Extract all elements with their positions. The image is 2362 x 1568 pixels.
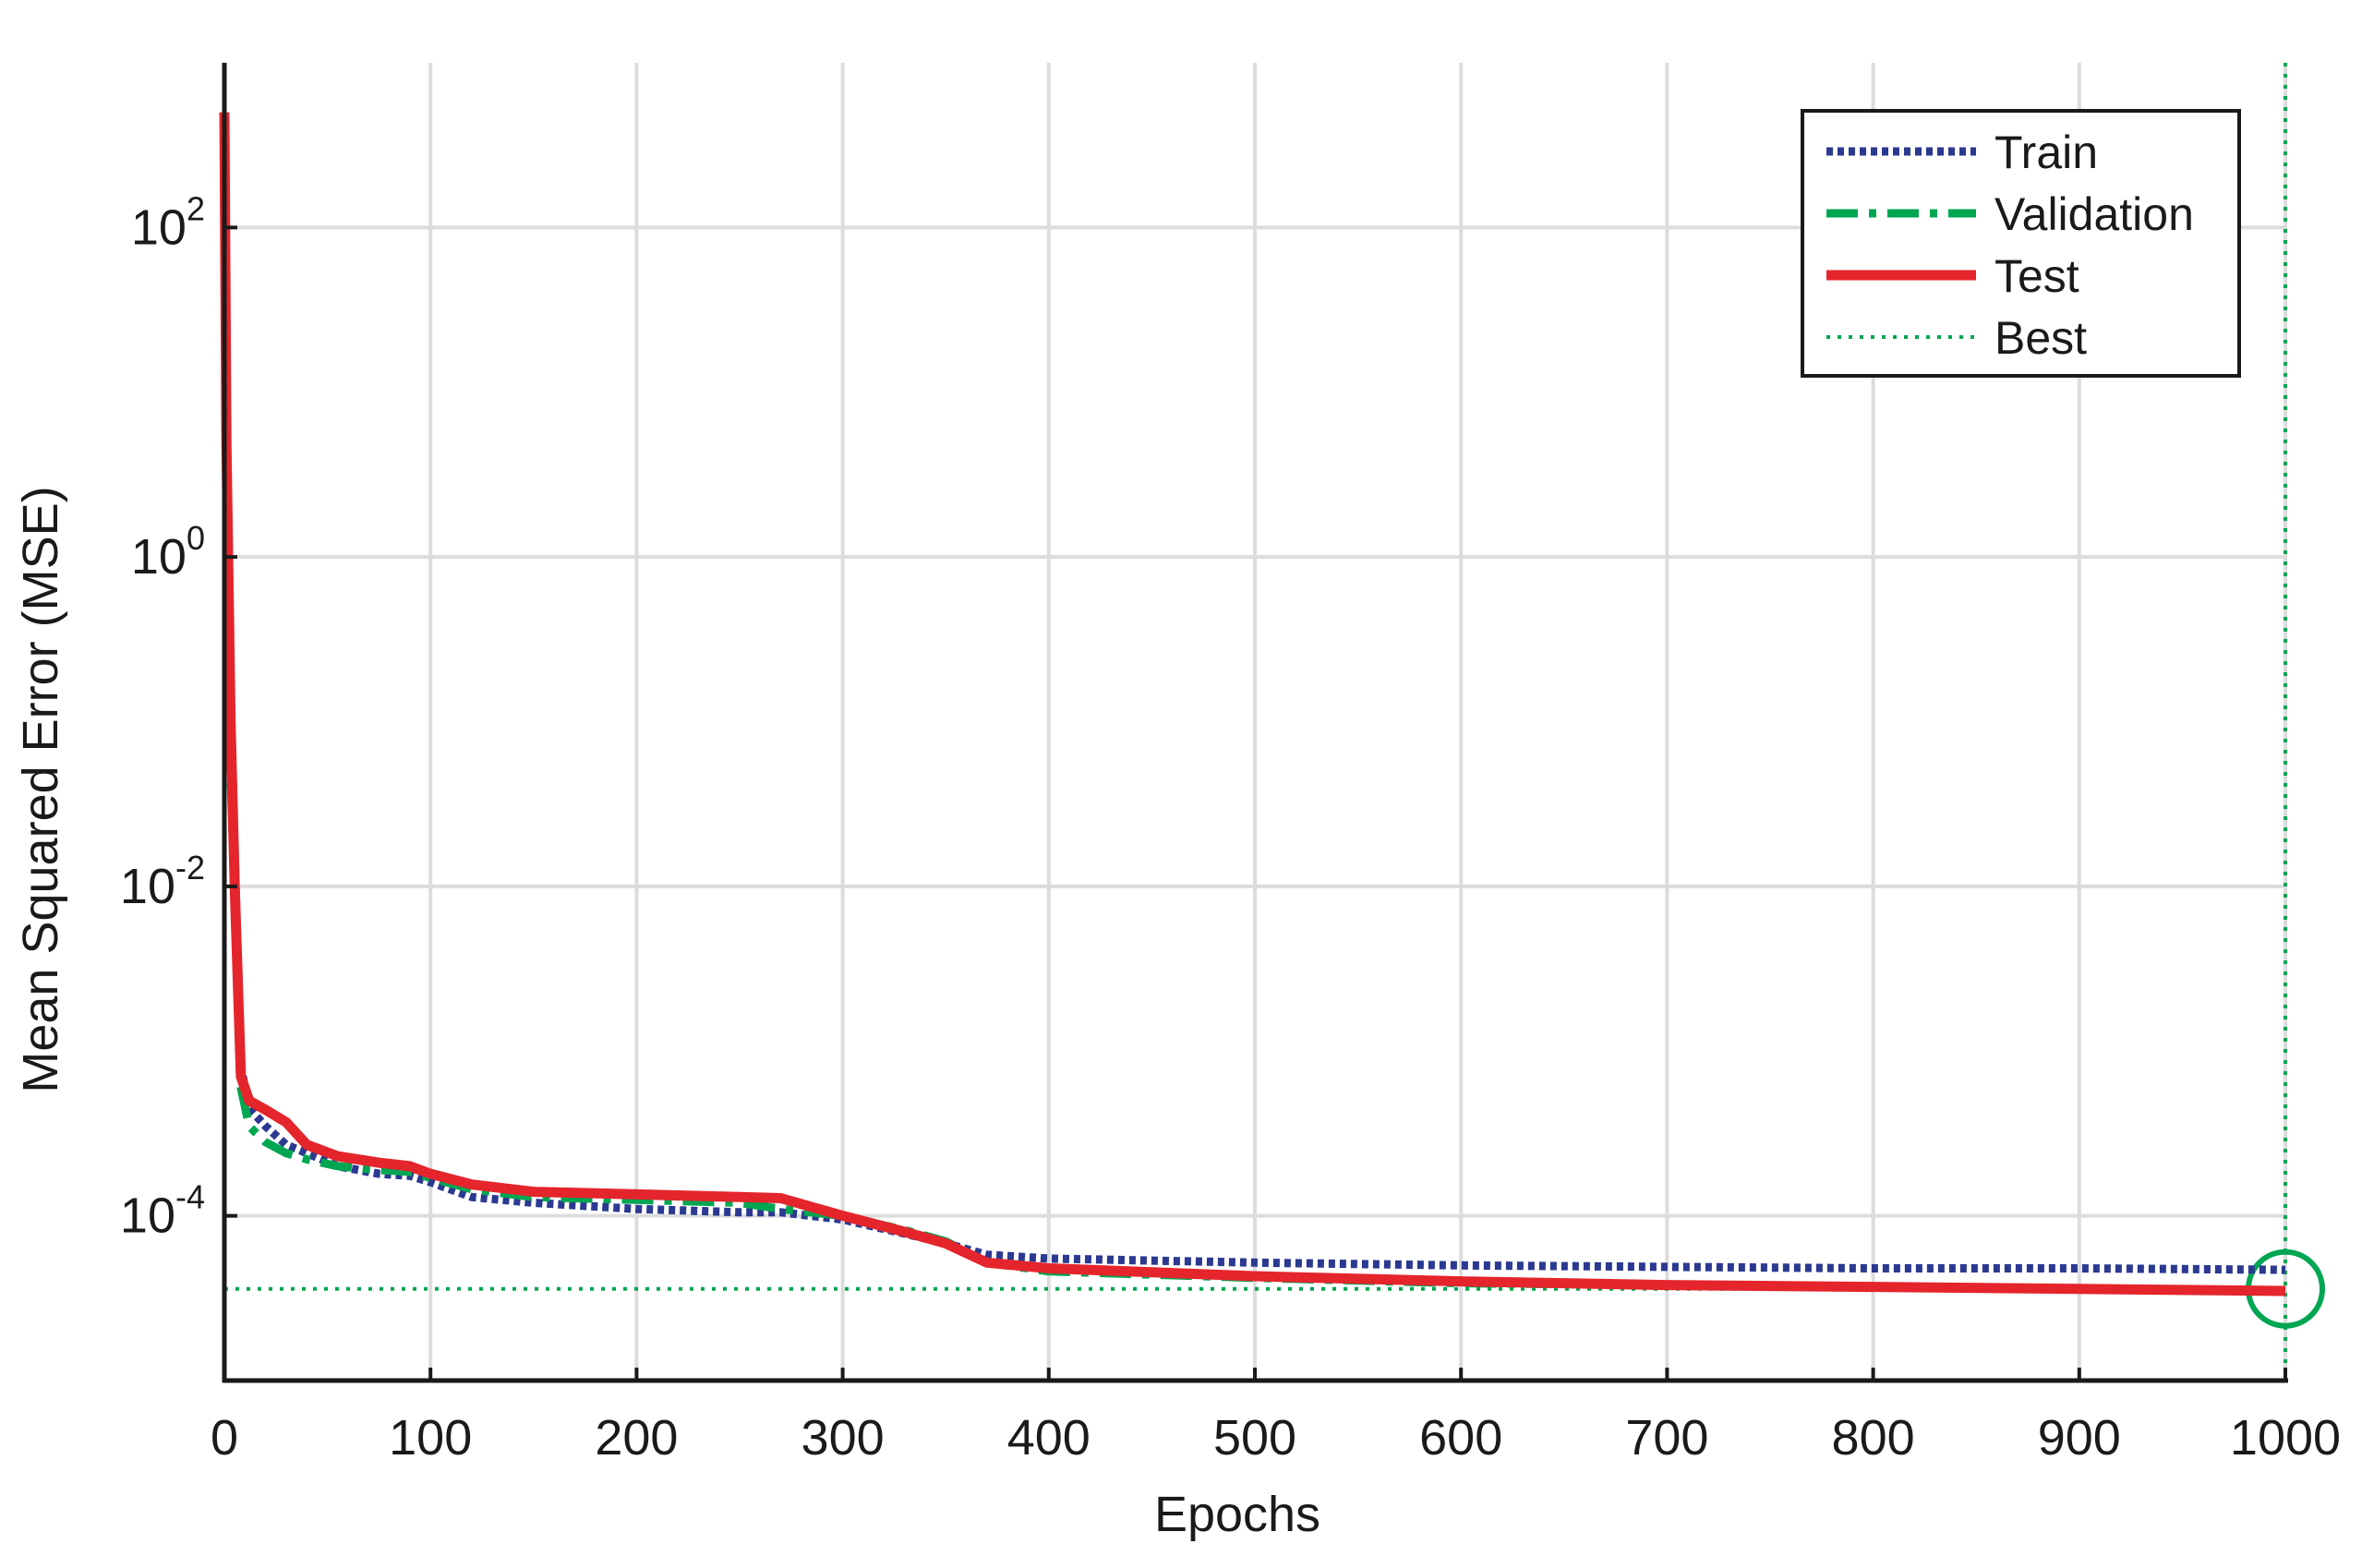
x-tick-label: 700 [1625, 1410, 1708, 1465]
y-tick-exponent: -2 [175, 849, 205, 887]
x-axis-label: Epochs [1154, 1487, 1320, 1542]
y-tick-exponent: -4 [175, 1178, 205, 1216]
y-tick-base: 10 [131, 529, 187, 585]
x-tick-label: 900 [2038, 1410, 2121, 1465]
y-tick-base: 10 [131, 199, 187, 255]
x-tick-label: 500 [1213, 1410, 1296, 1465]
legend-label-validation: Validation [1994, 188, 2194, 240]
y-tick-label: 100 [131, 519, 205, 585]
x-tick-label: 200 [595, 1410, 678, 1465]
y-tick-label: 102 [131, 189, 205, 255]
series-lines [219, 112, 2286, 1297]
y-tick-exponent: 2 [187, 189, 205, 227]
tick-labels: 0 100 200 300 400 500 600 700 800 900 100010210010… [120, 189, 2341, 1465]
y-tick-base: 10 [120, 859, 175, 914]
y-tick-exponent: 0 [187, 519, 205, 557]
x-tick-label: 100 [389, 1410, 472, 1465]
legend-label-test: Test [1994, 250, 2079, 302]
series-line-validation [220, 112, 2286, 1296]
x-tick-label: 800 [1832, 1410, 1915, 1465]
axis-labels: Epochs Mean Squared Error (MSE) [13, 486, 1320, 1542]
legend-label-best: Best [1994, 312, 2087, 364]
x-tick-label: 600 [1419, 1410, 1502, 1465]
axes [222, 63, 2288, 1383]
y-axis-label: Mean Squared Error (MSE) [13, 486, 68, 1092]
y-tick-label: 10-4 [120, 1178, 205, 1244]
legend-label-train: Train [1994, 127, 2098, 178]
y-tick-label: 10-2 [120, 849, 205, 914]
x-tick-label: 0 [211, 1410, 238, 1465]
series-line-test [219, 112, 2286, 1297]
y-tick-base: 10 [120, 1188, 175, 1244]
series-line-train [220, 112, 2286, 1274]
x-tick-label: 1000 [2230, 1410, 2341, 1465]
legend: Train Validation Test Best [1801, 109, 2241, 378]
x-tick-label: 400 [1007, 1410, 1091, 1465]
x-tick-label: 300 [801, 1410, 885, 1465]
